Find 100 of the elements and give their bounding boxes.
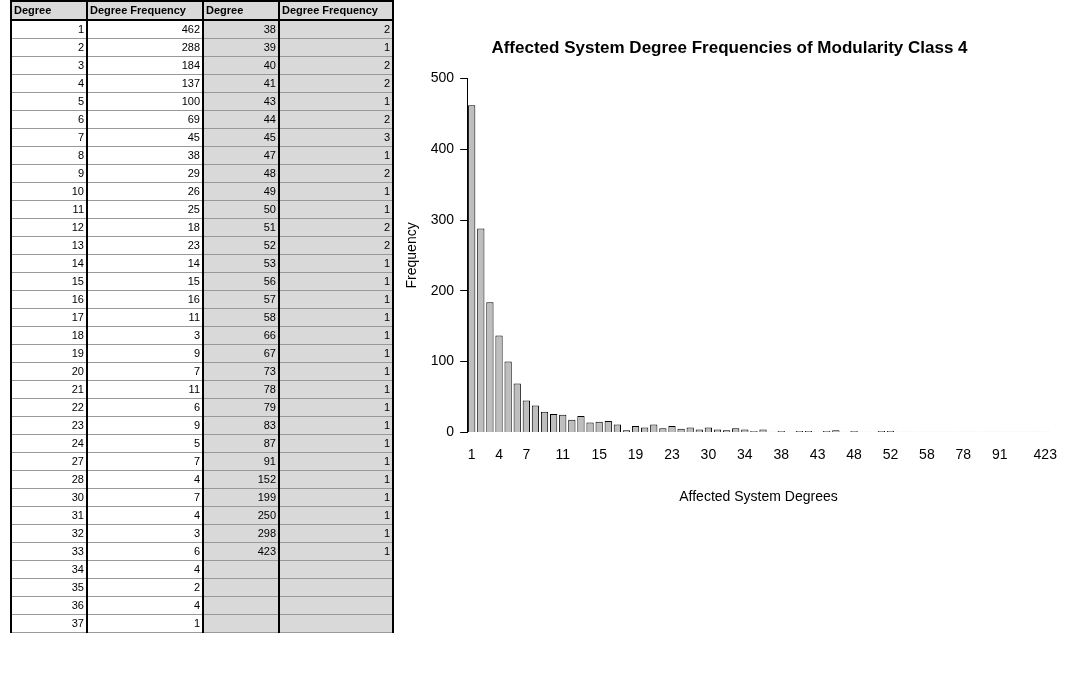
text: 4 xyxy=(87,506,203,525)
text: 100 xyxy=(87,92,203,111)
text: 152 xyxy=(203,470,279,489)
text: 17 xyxy=(11,308,87,327)
text: 1 xyxy=(279,146,393,165)
text: 15 xyxy=(87,272,203,291)
text: 5 xyxy=(11,92,87,111)
text: 6 xyxy=(87,398,203,417)
y-tick-label: 300 xyxy=(430,210,455,227)
text: 23 xyxy=(11,416,87,435)
text: 4 xyxy=(87,560,203,579)
text: 1 xyxy=(279,398,393,417)
y-tick-label: 400 xyxy=(430,140,455,157)
text: 1 xyxy=(279,92,393,111)
text: 28 xyxy=(11,470,87,489)
text: 18 xyxy=(11,326,87,345)
text: 45 xyxy=(203,128,279,147)
text: 34 xyxy=(11,560,87,579)
text: 1 xyxy=(279,506,393,525)
text: 56 xyxy=(203,272,279,291)
text: 57 xyxy=(203,290,279,309)
text: 16 xyxy=(11,290,87,309)
text: 15 xyxy=(11,272,87,291)
text: 19 xyxy=(11,344,87,363)
text: 25 xyxy=(87,200,203,219)
text: 31 xyxy=(11,506,87,525)
text: 423 xyxy=(203,542,279,561)
text: 87 xyxy=(203,434,279,453)
x-tick-label: 30 xyxy=(700,445,717,462)
text: 2 xyxy=(279,110,393,129)
x-tick-label: 19 xyxy=(627,445,644,462)
text: 43 xyxy=(203,92,279,111)
text: 47 xyxy=(203,146,279,165)
text: 78 xyxy=(203,380,279,399)
text: 52 xyxy=(203,236,279,255)
text: 5 xyxy=(87,434,203,453)
text: 1 xyxy=(279,200,393,219)
text: 1 xyxy=(279,308,393,327)
text: 2 xyxy=(279,20,393,39)
text: 20 xyxy=(11,362,87,381)
text: 7 xyxy=(87,488,203,507)
x-tick-label: 52 xyxy=(882,445,899,462)
text: 12 xyxy=(11,218,87,237)
text: 73 xyxy=(203,362,279,381)
text: 1 xyxy=(279,416,393,435)
text: 1 xyxy=(279,488,393,507)
x-tick-label: 15 xyxy=(591,445,608,462)
x-tick-label: 58 xyxy=(919,445,935,462)
text: 4 xyxy=(87,596,203,615)
text: 22 xyxy=(11,398,87,417)
text: 29 xyxy=(87,164,203,183)
x-tick-label: 423 xyxy=(1033,445,1058,462)
text: 3 xyxy=(87,326,203,345)
text: 1 xyxy=(279,38,393,57)
text: 18 xyxy=(87,218,203,237)
x-tick-label: 78 xyxy=(955,445,972,462)
y-axis-title: Frequency xyxy=(403,222,420,289)
text: 184 xyxy=(87,56,203,75)
text: 40 xyxy=(203,56,279,75)
text: 58 xyxy=(203,308,279,327)
text: 1 xyxy=(279,542,393,561)
text: 8 xyxy=(11,146,87,165)
text: 1 xyxy=(279,380,393,399)
text: 44 xyxy=(203,110,279,129)
text: 24 xyxy=(11,434,87,453)
text: 288 xyxy=(87,38,203,57)
text: 49 xyxy=(203,182,279,201)
text: 36 xyxy=(11,596,87,615)
text: 1 xyxy=(87,614,203,633)
x-tick-label: 38 xyxy=(773,445,790,462)
text: 1 xyxy=(279,362,393,381)
text: 11 xyxy=(11,200,87,219)
text: 2 xyxy=(279,164,393,183)
text: 250 xyxy=(203,506,279,525)
text: 9 xyxy=(87,344,203,363)
text: 6 xyxy=(87,542,203,561)
chart-title: Affected System Degree Frequencies of Modularity Class 4 xyxy=(491,37,969,57)
text: 32 xyxy=(11,524,87,543)
text: 50 xyxy=(203,200,279,219)
text: 1 xyxy=(279,524,393,543)
x-tick-label: 23 xyxy=(664,445,680,462)
text: 9 xyxy=(87,416,203,435)
text: 21 xyxy=(11,380,87,399)
text: 33 xyxy=(11,542,87,561)
text: 1 xyxy=(279,254,393,273)
text: 26 xyxy=(87,182,203,201)
text: 1 xyxy=(279,344,393,363)
text: 1 xyxy=(279,182,393,201)
text: 11 xyxy=(87,380,203,399)
x-tick-label: 48 xyxy=(846,445,863,462)
text: 7 xyxy=(11,128,87,147)
text: 38 xyxy=(203,20,279,39)
text: 38 xyxy=(87,146,203,165)
text: 79 xyxy=(203,398,279,417)
y-tick-label: 100 xyxy=(430,352,455,369)
x-tick-label: 4 xyxy=(495,445,504,462)
text: 10 xyxy=(11,182,87,201)
text: 11 xyxy=(87,308,203,327)
text: 35 xyxy=(11,578,87,597)
text: 2 xyxy=(279,236,393,255)
